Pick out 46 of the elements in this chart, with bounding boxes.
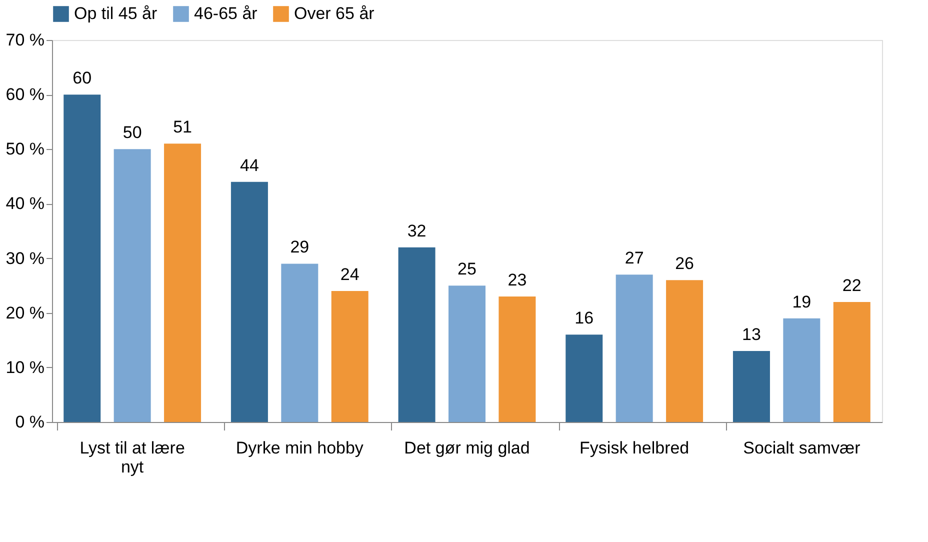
y-tick-label: 70 % <box>6 30 44 50</box>
data-label: 50 <box>122 123 142 142</box>
bar <box>732 351 770 422</box>
bar <box>281 264 318 422</box>
x-tick-label: Fysisk helbred <box>580 438 690 458</box>
y-tick-label: 20 % <box>6 303 44 322</box>
data-label: 25 <box>458 260 476 279</box>
data-label: 27 <box>624 248 644 268</box>
bar <box>230 182 268 422</box>
data-label: 26 <box>675 254 694 274</box>
data-label: 22 <box>842 276 862 295</box>
bar <box>64 94 101 422</box>
bar <box>114 149 151 422</box>
bar <box>566 334 603 422</box>
bar <box>164 144 202 422</box>
bar <box>398 247 436 422</box>
y-tick-label: 60 % <box>6 85 44 104</box>
bar <box>833 302 870 422</box>
data-label: 19 <box>792 292 812 312</box>
data-label: 23 <box>508 270 527 290</box>
data-label: 13 <box>742 325 761 344</box>
bar <box>331 291 368 422</box>
bar <box>783 318 820 422</box>
legend-label: Op til 45 år <box>74 4 158 23</box>
y-tick-label: 40 % <box>6 194 44 214</box>
data-label: 32 <box>407 221 426 240</box>
bar <box>616 274 653 422</box>
x-tick-label: Lyst til at lære nyt <box>80 438 185 476</box>
y-tick-label: 30 % <box>6 248 44 268</box>
data-label: 44 <box>240 156 259 175</box>
data-label: 51 <box>173 118 192 137</box>
y-tick-label: 50 % <box>6 140 44 159</box>
legend-label: 46-65 år <box>194 4 258 23</box>
x-tick-label: Socialt samvær <box>743 438 861 458</box>
data-label: 24 <box>340 265 360 284</box>
data-label: 29 <box>290 238 310 257</box>
legend-label: Over 65 år <box>294 4 375 23</box>
data-label: 60 <box>72 68 92 88</box>
data-label: 16 <box>574 308 594 328</box>
bar <box>666 280 704 422</box>
bar <box>448 286 486 422</box>
y-tick-label: 0 % <box>15 412 44 432</box>
x-tick-label: Det gør mig glad <box>404 438 530 458</box>
x-tick-label: Dyrke min hobby <box>236 438 364 458</box>
bar <box>498 296 536 422</box>
y-tick-label: 10 % <box>6 358 44 377</box>
